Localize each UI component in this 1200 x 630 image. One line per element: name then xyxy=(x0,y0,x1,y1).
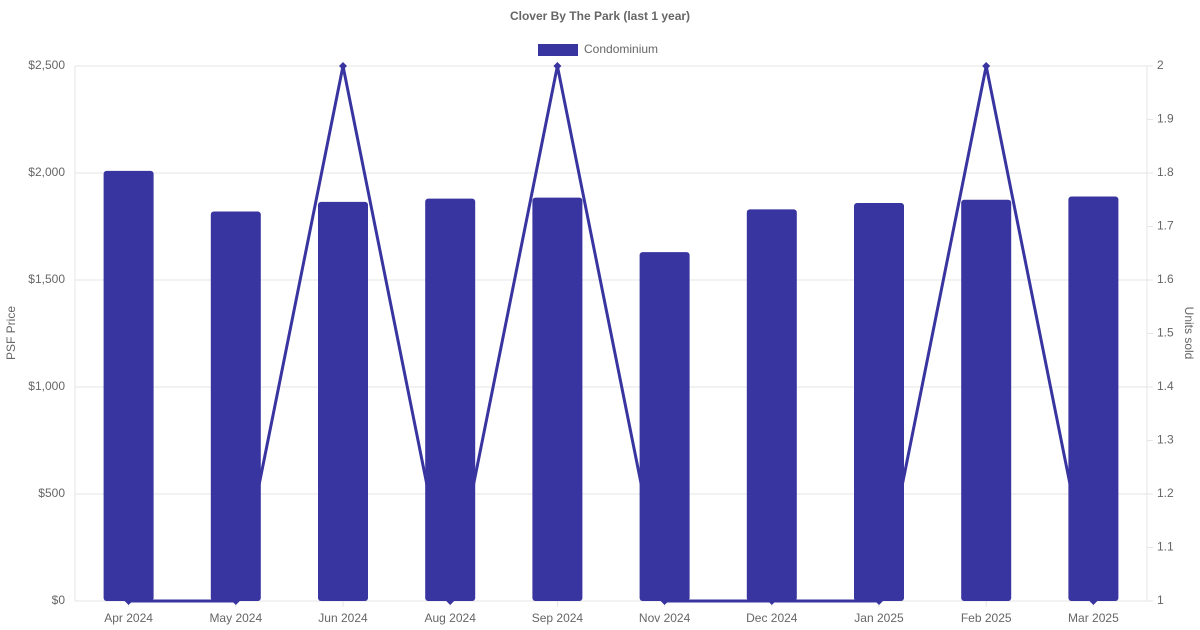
line-point xyxy=(446,597,455,605)
line-point xyxy=(875,597,883,605)
x-tick-label: Jan 2025 xyxy=(854,611,904,625)
x-tick-label: May 2024 xyxy=(209,611,262,625)
x-tick-label: Jun 2024 xyxy=(318,611,368,625)
bar xyxy=(854,202,904,601)
bar xyxy=(961,199,1012,601)
y2-tick-label: 1.4 xyxy=(1157,379,1174,393)
bar xyxy=(639,252,690,601)
bar xyxy=(1068,196,1119,602)
y2-axis-title: Units sold xyxy=(1182,307,1196,360)
bar xyxy=(103,170,154,602)
line-point xyxy=(660,597,669,605)
bar xyxy=(746,209,797,601)
legend-swatch xyxy=(538,44,578,56)
x-tick-label: Dec 2024 xyxy=(746,611,798,625)
line-point xyxy=(553,62,562,70)
y-tick-label: $2,500 xyxy=(28,58,65,72)
y2-tick-label: 1 xyxy=(1157,593,1164,607)
line-point xyxy=(767,597,776,605)
y2-tick-label: 1.9 xyxy=(1157,112,1174,126)
line-point xyxy=(231,597,240,605)
line-point xyxy=(339,62,347,70)
y-tick-label: $2,000 xyxy=(28,165,65,179)
x-tick-label: Nov 2024 xyxy=(639,611,691,625)
line xyxy=(128,65,1095,603)
line-point xyxy=(982,62,991,70)
y-tick-label: $0 xyxy=(52,593,66,607)
y2-tick-label: 1.8 xyxy=(1157,165,1174,179)
y-axis-title: PSF Price xyxy=(4,306,18,360)
y2-tick-label: 1.2 xyxy=(1157,486,1174,500)
bar xyxy=(425,198,476,601)
chart-title: Clover By The Park (last 1 year) xyxy=(510,9,690,23)
x-tick-label: Sep 2024 xyxy=(532,611,584,625)
x-tick-label: Mar 2025 xyxy=(1068,611,1119,625)
x-tick-label: Aug 2024 xyxy=(425,611,477,625)
legend-label: Condominium xyxy=(584,42,658,56)
line-point xyxy=(1089,597,1098,605)
bar xyxy=(532,197,583,602)
bar xyxy=(318,201,368,601)
y2-tick-label: 1.1 xyxy=(1157,540,1174,554)
line-point xyxy=(124,597,133,605)
x-tick-label: Feb 2025 xyxy=(961,611,1012,625)
y-tick-label: $1,500 xyxy=(28,272,65,286)
y2-tick-label: 1.3 xyxy=(1157,433,1174,447)
y2-tick-label: 2 xyxy=(1157,58,1164,72)
y2-tick-label: 1.6 xyxy=(1157,272,1174,286)
y-tick-label: $1,000 xyxy=(28,379,65,393)
bar xyxy=(210,211,261,601)
y2-tick-label: 1.7 xyxy=(1157,219,1174,233)
x-tick-label: Apr 2024 xyxy=(104,611,153,625)
y-tick-label: $500 xyxy=(38,486,65,500)
y2-tick-label: 1.5 xyxy=(1157,326,1174,340)
